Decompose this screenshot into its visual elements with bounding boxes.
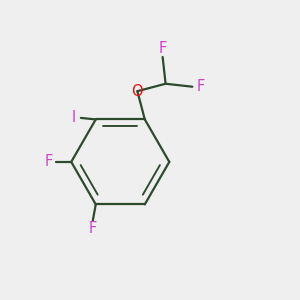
Text: F: F bbox=[45, 154, 53, 169]
Text: F: F bbox=[196, 79, 205, 94]
Text: F: F bbox=[158, 41, 167, 56]
Text: F: F bbox=[89, 220, 97, 236]
Text: O: O bbox=[132, 84, 143, 99]
Text: I: I bbox=[71, 110, 76, 125]
